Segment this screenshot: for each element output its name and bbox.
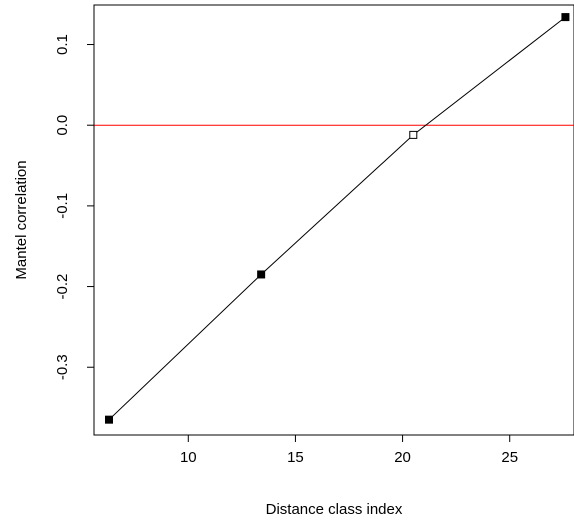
y-axis-label: Mantel correlation <box>13 160 30 279</box>
y-tick-label: 0.0 <box>54 115 71 136</box>
data-point-filled <box>105 415 113 424</box>
y-tick-label: 0.1 <box>54 34 71 55</box>
x-axis-label: Distance class index <box>266 501 403 518</box>
x-tick-label: 20 <box>394 449 411 466</box>
y-tick-label: -0.2 <box>54 274 71 300</box>
data-point-filled <box>257 270 266 279</box>
plot-frame <box>93 4 574 436</box>
y-axis: -0.3 -0.2 -0.1 0.0 0.1 <box>54 34 95 380</box>
y-tick-label: -0.1 <box>54 193 71 219</box>
x-tick-label: 25 <box>501 449 518 466</box>
x-axis: 10 15 20 25 <box>180 434 518 466</box>
data-point-filled <box>561 13 570 22</box>
series-group <box>105 13 570 424</box>
x-tick-label: 15 <box>287 449 304 466</box>
data-point-open <box>409 130 418 139</box>
x-tick-label: 10 <box>180 449 197 466</box>
series-line <box>108 16 566 421</box>
y-tick-label: -0.3 <box>54 354 71 380</box>
